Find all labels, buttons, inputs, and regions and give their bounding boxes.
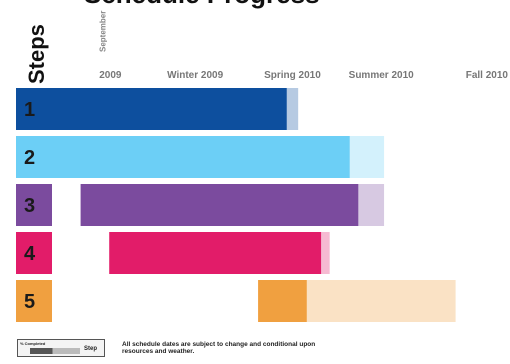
- step-box: [16, 136, 52, 178]
- schedule-disclaimer: All schedule dates are subject to change…: [122, 341, 316, 355]
- step-box: [16, 280, 52, 322]
- step-number: 1: [24, 99, 35, 121]
- y-axis-label: Steps: [24, 24, 49, 84]
- step-number: 3: [24, 195, 35, 217]
- x-tick-label: Summer 2010: [349, 70, 414, 81]
- task-completed-bar: [109, 232, 322, 274]
- legend-box: % Completed Step: [17, 339, 105, 357]
- legend-label: % Completed: [20, 341, 46, 346]
- step-number: 5: [24, 291, 35, 313]
- task-completed-bar: [80, 184, 359, 226]
- task-completed-bar: [52, 136, 350, 178]
- step-number: 2: [24, 147, 35, 169]
- task-rows: 1 2 3 4 5: [16, 88, 456, 322]
- chart-title: Schedule Progress: [84, 0, 320, 9]
- x-tick-label-rotated: September: [98, 11, 107, 52]
- legend-step-label: Step: [84, 346, 98, 352]
- step-box: [16, 232, 52, 274]
- task-completed-bar: [52, 88, 287, 130]
- step-number: 4: [24, 243, 36, 265]
- x-tick-label: Spring 2010: [264, 70, 321, 81]
- step-box: [16, 88, 52, 130]
- x-tick-label: Winter 2009: [167, 70, 223, 81]
- x-tick-label: Fall 2010: [466, 70, 509, 81]
- task-completed-bar: [258, 280, 307, 322]
- step-box: [16, 184, 52, 226]
- x-tick-year-label: 2009: [99, 70, 122, 81]
- legend-progress-bar: [30, 348, 80, 354]
- x-axis-ticks: September 2009 Winter 2009 Spring 2010 Summe…: [98, 11, 508, 81]
